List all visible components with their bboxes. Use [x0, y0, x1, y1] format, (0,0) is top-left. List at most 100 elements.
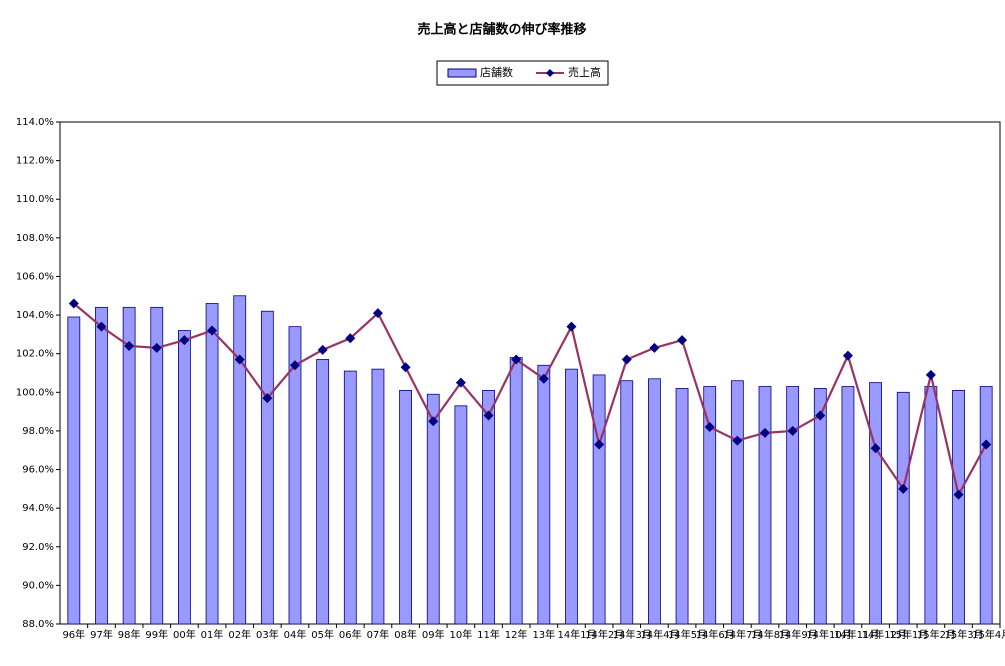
bar	[813, 388, 827, 625]
marker	[428, 416, 439, 427]
y-tick-label: 90.0%	[22, 580, 54, 591]
marker	[621, 354, 632, 365]
marker	[566, 321, 577, 332]
bar	[509, 357, 523, 625]
marker	[483, 410, 494, 421]
bar	[841, 386, 855, 625]
x-tick-label: 14年6月	[695, 630, 735, 641]
x-tick-label: 11年	[477, 630, 500, 641]
x-tick-label: 14年7月	[723, 630, 763, 641]
bar	[786, 386, 800, 625]
y-tick-label: 110.0%	[16, 194, 54, 205]
bar	[703, 386, 717, 625]
marker	[953, 489, 964, 500]
y-tick-label: 102.0%	[16, 349, 54, 360]
bar	[758, 386, 772, 625]
marker	[96, 321, 107, 332]
bar	[426, 393, 440, 625]
y-tick-label: 100.0%	[16, 387, 54, 398]
x-tick-label: 15年3月	[944, 630, 984, 641]
bar	[316, 359, 330, 625]
bar	[620, 380, 634, 625]
y-tick-label: 98.0%	[22, 426, 54, 437]
x-tick-label: 14年1月	[557, 630, 597, 641]
marker	[870, 443, 881, 454]
bar	[565, 368, 578, 625]
x-tick-label: 12年	[504, 630, 528, 641]
x-tick-label: 07年	[366, 630, 390, 641]
x-tick-label: 14年2月	[585, 630, 625, 641]
marker	[704, 422, 715, 433]
legend-label: 店舗数	[480, 65, 513, 79]
bar	[178, 330, 191, 625]
bar	[482, 389, 495, 625]
bar	[592, 374, 606, 625]
bar	[95, 306, 108, 625]
x-tick-label: 14年8月	[751, 630, 791, 641]
x-tick-label: 14年4月	[640, 630, 680, 641]
x-tick-label: 02年	[228, 630, 252, 641]
marker	[124, 340, 135, 351]
marker	[455, 377, 466, 388]
bar	[869, 382, 882, 625]
y-tick-label: 112.0%	[16, 156, 54, 167]
marker	[898, 483, 909, 494]
marker	[400, 362, 411, 373]
legend-marker	[546, 69, 554, 77]
x-tick-label: 14年9月	[778, 630, 818, 641]
marker	[290, 360, 300, 371]
y-tick-label: 108.0%	[16, 233, 54, 244]
bar	[675, 388, 689, 625]
x-tick-label: 14年11月	[833, 630, 880, 641]
x-tick-label: 15年1月	[889, 630, 929, 641]
legend-swatch	[447, 68, 477, 78]
marker	[649, 342, 660, 353]
plot-area	[59, 121, 1001, 625]
bar	[454, 405, 468, 625]
bar	[730, 380, 744, 625]
bar	[122, 306, 136, 625]
y-tick-label: 104.0%	[16, 310, 54, 321]
marker	[538, 373, 549, 384]
x-tick-label: 08年	[394, 630, 417, 641]
y-tick-label: 96.0%	[22, 465, 54, 476]
marker	[815, 410, 826, 421]
x-tick-label: 04年	[283, 630, 307, 641]
x-tick-label: 09年	[421, 630, 445, 641]
marker	[207, 325, 218, 336]
x-tick-label: 99年	[145, 630, 169, 641]
x-tick-label: 15年2月	[916, 630, 956, 641]
bar	[896, 391, 910, 625]
marker	[151, 342, 162, 353]
marker	[925, 369, 936, 380]
y-tick-label: 114.0%	[16, 117, 54, 128]
marker	[760, 427, 770, 438]
x-tick-label: 06年	[338, 630, 362, 641]
bar	[371, 368, 385, 625]
marker	[179, 335, 190, 346]
bar	[260, 310, 274, 625]
bar	[399, 389, 412, 625]
chart-title: 売上高と店舗数の伸び率推移	[417, 22, 586, 38]
marker	[68, 298, 79, 309]
bar	[288, 326, 302, 625]
marker	[345, 333, 356, 344]
marker	[981, 439, 992, 450]
x-tick-label: 14年10月	[806, 630, 852, 641]
bar	[924, 386, 938, 625]
x-tick-label: 14年3月	[612, 630, 652, 641]
x-tick-label: 15年4月	[972, 630, 1005, 641]
y-tick-label: 106.0%	[16, 271, 54, 282]
x-tick-label: 97年	[90, 630, 113, 641]
marker	[677, 335, 688, 346]
bar	[979, 386, 993, 625]
legend-label: 売上高	[568, 65, 601, 79]
bar	[648, 378, 661, 625]
line	[73, 302, 988, 498]
x-tick-label: 03年	[255, 630, 279, 641]
x-tick-label: 10年	[449, 630, 473, 641]
y-tick-label: 94.0%	[22, 503, 54, 514]
marker	[787, 425, 798, 436]
x-tick-label: 05年	[311, 630, 334, 641]
